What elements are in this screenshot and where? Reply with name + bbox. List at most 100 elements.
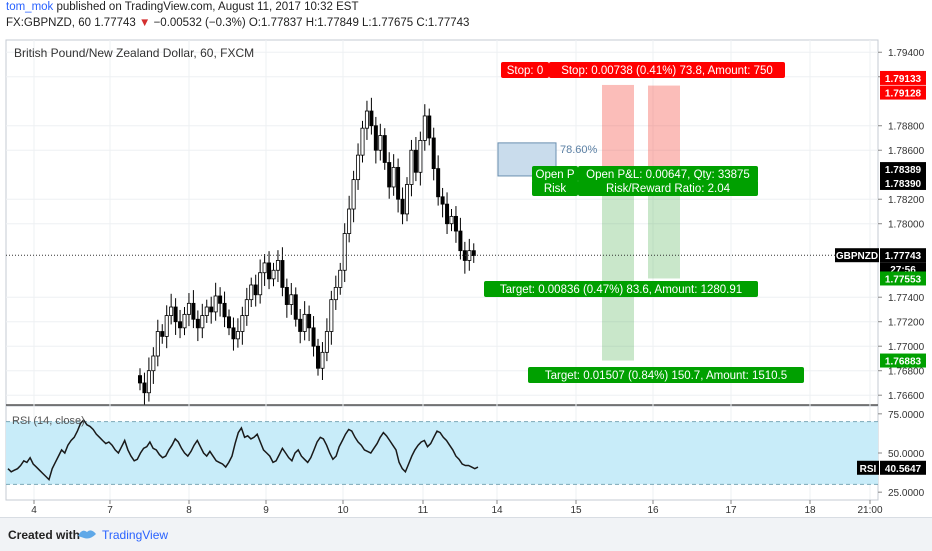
stop-zone[interactable] (602, 84, 634, 177)
price-scale-label-bg (880, 271, 926, 286)
target-zone[interactable] (602, 176, 634, 361)
candle-body (298, 318, 303, 332)
y-tick-label: 1.79400 (888, 48, 925, 59)
candle-body (169, 306, 174, 316)
chart-title: British Pound/New Zealand Dollar, 60, FX… (14, 46, 254, 60)
price-scale-label: 1.77743 (885, 251, 922, 262)
target-label-long-text: Target: 0.01507 (0.84%) 150.7, Amount: 1… (545, 370, 787, 382)
stop-label-short-bg (501, 62, 549, 78)
rsi-line[interactable] (7, 418, 479, 482)
candle-body (151, 355, 156, 372)
target-label-long[interactable]: Target: 0.01507 (0.84%) 150.7, Amount: 1… (528, 367, 804, 383)
candle-body (324, 331, 329, 353)
rr-label-text: Risk/Reward Ratio: 2.04 (606, 183, 731, 195)
rsi-value-label: 40.5647 (885, 464, 922, 475)
x-tick-label: 7 (107, 505, 113, 516)
candle-body (413, 149, 418, 173)
y-tick-label: 1.77200 (888, 318, 925, 329)
rr-label-short-bg (532, 180, 578, 196)
price-scale-label-bg (880, 162, 926, 177)
created-with-text: Created with (8, 528, 81, 542)
x-tick-label: 21:00 (857, 505, 882, 516)
tradingview-logo-icon (78, 530, 96, 539)
candle-body (351, 179, 356, 210)
rr-label[interactable]: Risk/Reward Ratio: 2.04 (578, 180, 758, 196)
candle-body (240, 315, 245, 332)
price-chart[interactable]: British Pound/New Zealand Dollar, 60, FX… (0, 36, 932, 516)
candle-body (262, 262, 267, 274)
candle-body (320, 351, 325, 369)
price-scale-label-bg (880, 175, 926, 190)
candle-body (258, 272, 263, 296)
candle-body (226, 316, 231, 329)
y-tick-label: 1.78200 (888, 195, 925, 206)
rsi-tick-label: 50.0000 (888, 449, 925, 460)
candle-body (369, 110, 374, 127)
candle-body (280, 260, 285, 288)
rsi-band (6, 421, 878, 485)
price-scale-label: 1.77553 (885, 274, 922, 285)
symbol-info: FX:GBPNZD, 60 1.77743 ▼ −0.00532 (−0.3%)… (6, 17, 469, 29)
candle-body (382, 135, 387, 163)
candle-body (302, 313, 307, 332)
x-tick-label: 8 (186, 505, 192, 516)
candle-body (409, 149, 414, 185)
pnl-label-short[interactable]: Open P (532, 166, 578, 182)
rsi-series-label-bg (857, 460, 879, 475)
stop-zone[interactable] (648, 85, 680, 176)
tradingview-link[interactable]: TradingView (102, 528, 169, 542)
candle-body (431, 137, 436, 170)
candle-body (400, 198, 405, 215)
last-price: 1.77743 (94, 17, 136, 29)
stop-label-bg (549, 62, 785, 78)
candle-body (329, 299, 334, 332)
stop-label-short-text: Stop: 0 (507, 65, 543, 77)
price-scale-label-bg (880, 70, 926, 85)
price-scale-label-bg (880, 353, 926, 368)
rsi-series-label: RSI (860, 464, 877, 475)
candle-body (249, 284, 254, 301)
stop-label[interactable]: Stop: 0.00738 (0.41%) 73.8, Amount: 750 (549, 62, 785, 78)
candle-body (231, 327, 236, 340)
y-tick-label: 1.76800 (888, 367, 925, 378)
candle-body (235, 331, 240, 340)
candle-body (311, 327, 316, 347)
candle-body (471, 250, 476, 256)
price-scale-label-bg (835, 248, 879, 263)
x-tick-label: 18 (804, 505, 816, 516)
candle-body (338, 269, 343, 288)
candle-body (449, 215, 454, 225)
candle-body (342, 233, 347, 271)
rsi-tick-label: 25.0000 (888, 488, 925, 499)
x-tick-label: 14 (491, 505, 503, 516)
candle-body (160, 331, 165, 337)
candle-body (396, 166, 401, 200)
symbol-label: FX:GBPNZD, 60 (6, 17, 91, 29)
candle-body (191, 302, 196, 320)
author-link[interactable]: tom_mok (6, 1, 54, 13)
pnl-label-short-text: Open P (536, 169, 575, 181)
candle-body (391, 166, 396, 188)
pnl-label-bg (578, 166, 758, 182)
candle-body (213, 295, 218, 313)
candle-body (267, 262, 272, 280)
publish-text: published on TradingView.com, August 11,… (56, 1, 359, 13)
pnl-label[interactable]: Open P&L: 0.00647, Qty: 33875 (578, 166, 758, 182)
candle-body (378, 135, 383, 151)
price-scale-label: 27:56 (890, 265, 916, 276)
target-label-bg (484, 281, 758, 297)
target-label[interactable]: Target: 0.00836 (0.47%) 83.6, Amount: 12… (484, 281, 758, 297)
y-tick-label: 1.76600 (888, 391, 925, 402)
rsi-value-label-bg (880, 460, 926, 475)
rr-label-short-text: Risk (544, 183, 567, 195)
stop-label-short[interactable]: Stop: 0 (501, 62, 549, 78)
x-tick-label: 16 (647, 505, 659, 516)
candle-body (218, 295, 223, 304)
candle-body (418, 140, 423, 173)
candle-body (137, 375, 142, 384)
rr-label-short[interactable]: Risk (532, 180, 578, 196)
price-change: −0.00532 (−0.3%) (153, 17, 246, 29)
rr-label-bg (578, 180, 758, 196)
x-tick-label: 15 (570, 505, 582, 516)
candle-body (462, 250, 467, 261)
